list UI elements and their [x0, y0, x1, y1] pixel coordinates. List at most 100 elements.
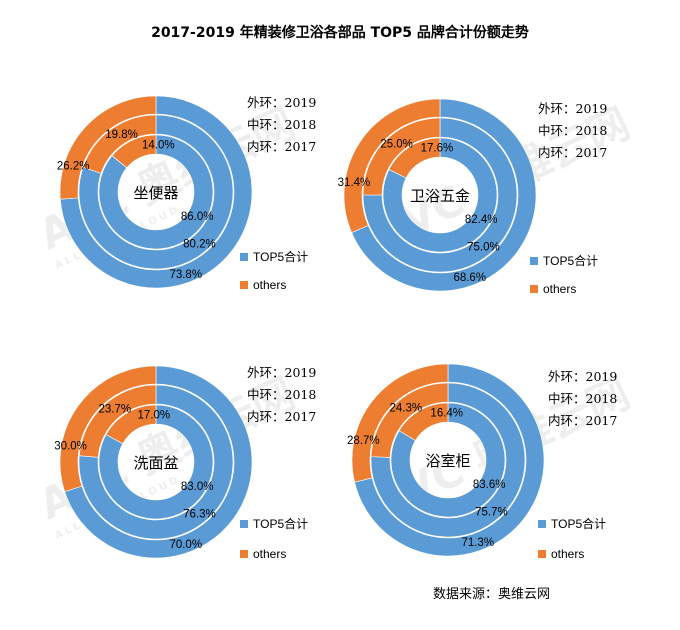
- data-label-top5-inner: 86.0%: [181, 211, 214, 223]
- donut-center-label: 浴室柜: [425, 452, 470, 470]
- legend-label-top5: TOP5合计: [253, 517, 309, 531]
- legend-swatch-others: [240, 550, 248, 558]
- data-label-top5-outer: 73.8%: [169, 269, 202, 281]
- ring-label-middle: 中环：2018: [548, 391, 618, 406]
- chart-panel-2: 70.0% 30.0% 76.3% 23.7% 83.0% 17.0% 洗面盆 外环：201…: [0, 340, 340, 630]
- legend-item-others: others: [538, 547, 584, 561]
- donut-center-label: 卫浴五金: [410, 187, 470, 205]
- ring-label-inner: 内环：2017: [247, 409, 317, 424]
- chart-title: 2017-2019 年精装修卫浴各部品 TOP5 品牌合计份额走势: [151, 25, 529, 41]
- donut-slice-others-outer: [343, 98, 441, 233]
- chart-panel-0: 73.8% 26.2% 80.2% 19.8% 86.0% 14.0% 坐便器 外环：201…: [0, 70, 340, 360]
- data-label-others-outer: 31.4%: [338, 177, 371, 189]
- legend-swatch-top5: [530, 256, 538, 265]
- ring-label-inner: 内环：2017: [548, 413, 618, 428]
- donut-chart-0: 73.8% 26.2% 80.2% 19.8% 86.0% 14.0% 坐便器: [57, 95, 253, 289]
- donut-slice-others-outer: [59, 95, 157, 200]
- ring-label-outer: 外环：2019: [247, 95, 317, 110]
- data-label-top5-inner: 83.0%: [181, 481, 214, 493]
- data-label-others-outer: 30.0%: [54, 440, 87, 452]
- data-label-others-middle: 25.0%: [380, 138, 413, 150]
- donut-chart-1: 68.6% 31.4% 75.0% 25.0% 82.4% 17.6% 卫浴五金: [338, 98, 537, 292]
- ring-label-inner: 内环：2017: [538, 145, 608, 160]
- donut-slice-top5-outer: [351, 98, 537, 292]
- donut-chart-3: 71.3% 28.7% 75.7% 24.3% 83.6% 16.4% 浴室柜: [347, 363, 545, 557]
- chart-panel-1: 68.6% 31.4% 75.0% 25.0% 82.4% 17.6% 卫浴五金 外环：20…: [338, 70, 680, 360]
- legend-label-others: others: [253, 547, 287, 561]
- donut-slice-top5-middle: [362, 117, 518, 273]
- ring-label-middle: 中环：2018: [247, 117, 317, 132]
- legend-item-others: others: [240, 547, 286, 561]
- donut-slice-others-outer: [351, 363, 449, 483]
- data-label-others-inner: 14.0%: [142, 140, 175, 152]
- data-label-top5-outer: 71.3%: [461, 537, 494, 549]
- data-label-others-outer: 28.7%: [347, 435, 380, 447]
- donut-slice-top5-middle: [78, 114, 234, 270]
- data-label-top5-outer: 70.0%: [169, 539, 202, 551]
- donut-slice-top5-inner: [98, 134, 214, 250]
- ring-label-outer: 外环：2019: [247, 365, 317, 380]
- donut-slice-others-inner: [111, 134, 157, 169]
- donut-slice-top5-outer: [64, 365, 253, 559]
- data-label-others-outer: 26.2%: [57, 160, 90, 172]
- donut-slice-others-outer: [59, 365, 157, 493]
- donut-slice-top5-middle: [370, 382, 526, 538]
- legend-label-others: others: [253, 278, 287, 292]
- legend-swatch-top5: [240, 519, 248, 528]
- donut-slice-others-middle: [370, 382, 449, 458]
- legend-label-top5: TOP5合计: [551, 517, 607, 531]
- data-label-top5-outer: 68.6%: [453, 272, 486, 284]
- legend-item-top5: TOP5合计: [530, 252, 598, 269]
- donut-slice-others-middle: [362, 117, 441, 196]
- legend-item-others: others: [240, 278, 286, 292]
- data-label-others-middle: 24.3%: [389, 402, 422, 414]
- legend-swatch-top5: [240, 252, 248, 261]
- legend-item-top5: TOP5合计: [538, 515, 606, 532]
- ring-label-middle: 中环：2018: [538, 123, 608, 138]
- legend-item-top5: TOP5合计: [240, 515, 308, 532]
- ring-legend: 外环：2019 中环：2018 内环：2017: [548, 366, 617, 432]
- legend-item-top5: TOP5合计: [240, 248, 308, 265]
- donut-slice-top5-outer: [59, 95, 253, 289]
- legend-swatch-top5: [538, 519, 546, 528]
- donut-slice-others-middle: [78, 384, 157, 458]
- data-label-top5-middle: 75.0%: [467, 242, 500, 254]
- data-label-top5-middle: 75.7%: [475, 507, 508, 519]
- data-label-others-middle: 23.7%: [98, 404, 131, 416]
- donut-slice-others-middle: [82, 114, 157, 174]
- ring-label-inner: 内环：2017: [247, 139, 317, 154]
- chart-panel-3: 71.3% 28.7% 75.7% 24.3% 83.6% 16.4% 浴室柜 外环：201…: [340, 340, 680, 630]
- data-label-top5-inner: 83.6%: [473, 479, 506, 491]
- legend-label-others: others: [551, 547, 585, 561]
- data-label-others-inner: 16.4%: [430, 408, 463, 420]
- data-label-others-inner: 17.0%: [138, 410, 171, 422]
- data-label-top5-middle: 76.3%: [183, 509, 216, 521]
- legend-swatch-others: [240, 281, 248, 289]
- ring-label-outer: 外环：2019: [548, 369, 618, 384]
- donut-slice-top5-middle: [78, 384, 234, 540]
- ring-label-outer: 外环：2019: [538, 101, 608, 116]
- donut-center-label: 洗面盆: [133, 454, 178, 472]
- donut-slice-top5-inner: [98, 404, 214, 520]
- ring-label-middle: 中环：2018: [247, 387, 317, 402]
- legend-label-top5: TOP5合计: [543, 254, 599, 268]
- ring-legend: 外环：2019 中环：2018 内环：2017: [247, 362, 316, 428]
- data-label-others-inner: 17.6%: [421, 143, 454, 155]
- data-label-top5-middle: 80.2%: [183, 239, 216, 251]
- donut-slice-top5-inner: [382, 137, 498, 253]
- data-label-others-middle: 19.8%: [105, 129, 138, 141]
- donut-slice-others-inner: [388, 137, 441, 179]
- donut-slice-others-inner: [398, 402, 449, 441]
- legend-label-others: others: [543, 282, 577, 296]
- donut-slice-top5-outer: [354, 363, 545, 557]
- ring-legend: 外环：2019 中环：2018 内环：2017: [538, 98, 607, 164]
- donut-chart-2: 70.0% 30.0% 76.3% 23.7% 83.0% 17.0% 洗面盆: [54, 365, 253, 559]
- data-label-top5-inner: 82.4%: [465, 214, 498, 226]
- legend-label-top5: TOP5合计: [253, 250, 309, 264]
- legend-swatch-others: [538, 550, 546, 558]
- donut-slice-top5-inner: [390, 402, 506, 518]
- data-source: 数据来源：奥维云网: [433, 587, 551, 602]
- ring-legend: 外环：2019 中环：2018 内环：2017: [247, 92, 316, 158]
- donut-center-label: 坐便器: [133, 184, 178, 202]
- legend-item-others: others: [530, 282, 576, 296]
